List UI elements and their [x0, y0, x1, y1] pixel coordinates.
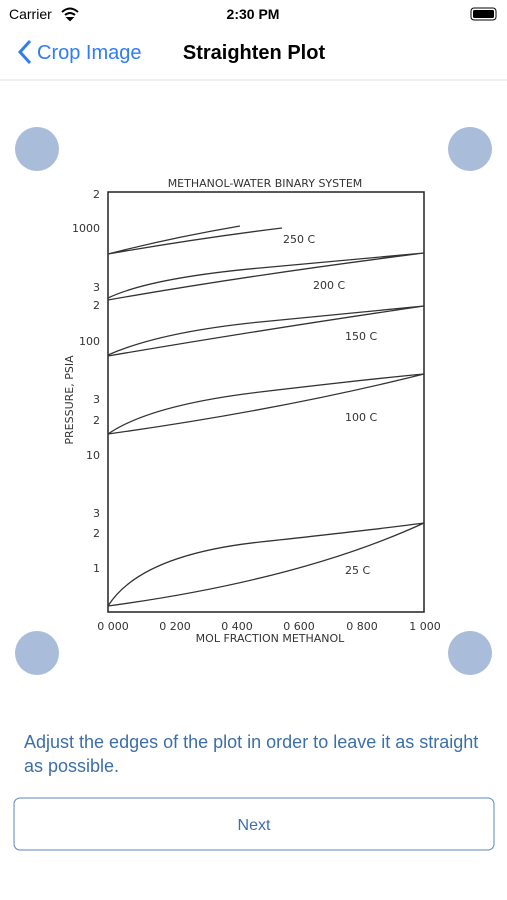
corner-handle[interactable] [15, 127, 59, 171]
y-tick-label: 1000 [72, 222, 100, 235]
nav-title: Straighten Plot [183, 42, 326, 64]
y-tick-label: 3 [93, 507, 100, 520]
battery [470, 7, 497, 21]
time: 2:30 PM [227, 6, 280, 22]
y-tick-label: 2 [93, 188, 100, 201]
wifi-icon [61, 7, 79, 22]
x-tick-label: 0 000 [97, 620, 129, 633]
y-tick-label: 3 [93, 393, 100, 406]
y-tick-label: 10 [86, 449, 100, 462]
x-axis-label: MOL FRACTION METHANOL [196, 632, 346, 645]
carrier: Carrier [9, 6, 52, 22]
curve-label: 25 C [345, 564, 370, 577]
battery-level [473, 10, 494, 18]
next-button-label[interactable]: Next [238, 817, 271, 834]
corner-handle[interactable] [448, 127, 492, 171]
x-tick-label: 0 600 [283, 620, 315, 633]
back-chevron[interactable] [17, 39, 32, 65]
curve-label: 200 C [313, 279, 345, 292]
y-tick-label: 100 [79, 335, 100, 348]
curve-label: 150 C [345, 330, 377, 343]
curve-label: 250 C [283, 233, 315, 246]
x-tick-label: 0 800 [346, 620, 378, 633]
corner-handle[interactable] [448, 631, 492, 675]
plot-title: METHANOL-WATER BINARY SYSTEM [168, 177, 363, 190]
x-tick-label: 1 000 [409, 620, 441, 633]
back-button[interactable]: Crop Image [37, 42, 142, 64]
curve-label: 100 C [345, 411, 377, 424]
plot-frame [107, 191, 425, 613]
y-tick-label: 3 [93, 281, 100, 294]
plot-image: METHANOL-WATER BINARY SYSTEM 2 1000 3 2 … [63, 177, 441, 645]
y-tick-label: 2 [93, 414, 100, 427]
y-tick-label: 2 [93, 527, 100, 540]
y-axis-label: PRESSURE, PSIA [63, 355, 76, 445]
x-tick-label: 0 400 [221, 620, 253, 633]
x-tick-label: 0 200 [159, 620, 191, 633]
instruction-box: Adjust the edges of the plot in order to… [24, 732, 479, 776]
plot-curves [107, 225, 425, 607]
corner-handle[interactable] [15, 631, 59, 675]
instruction: Adjust the edges of the plot in order to… [24, 732, 479, 776]
y-tick-label: 2 [93, 299, 100, 312]
y-tick-label: 1 [93, 562, 100, 575]
next-button[interactable] [13, 797, 495, 851]
